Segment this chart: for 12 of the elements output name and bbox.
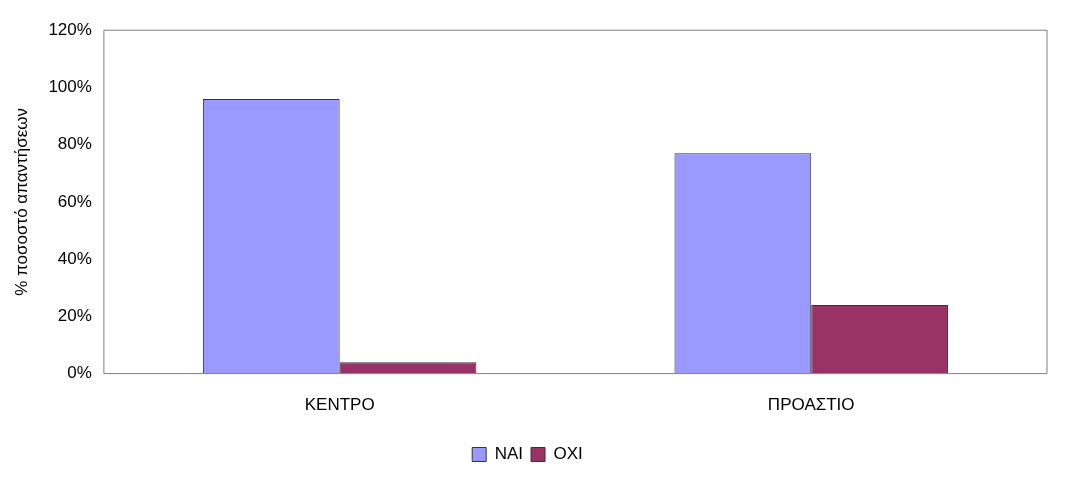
- y-tick-label: 80%: [57, 134, 92, 154]
- legend-label: ΝΑΙ: [494, 444, 524, 464]
- y-tick-label: 0%: [67, 363, 92, 383]
- x-tick-label: ΚΕΝΤΡΟ: [304, 395, 375, 415]
- y-tick-label: 20%: [57, 306, 92, 326]
- y-tick-label: 40%: [57, 248, 92, 268]
- y-tick-label: 60%: [57, 191, 92, 211]
- x-tick-label: ΠΡΟΑΣΤΙΟ: [767, 395, 855, 415]
- y-axis-title: % ποσοστό απαντήσεων: [11, 108, 31, 296]
- legend-label: ΟΧΙ: [553, 444, 583, 464]
- y-tick-label: 120%: [48, 19, 92, 39]
- y-tick-label: 100%: [48, 77, 92, 97]
